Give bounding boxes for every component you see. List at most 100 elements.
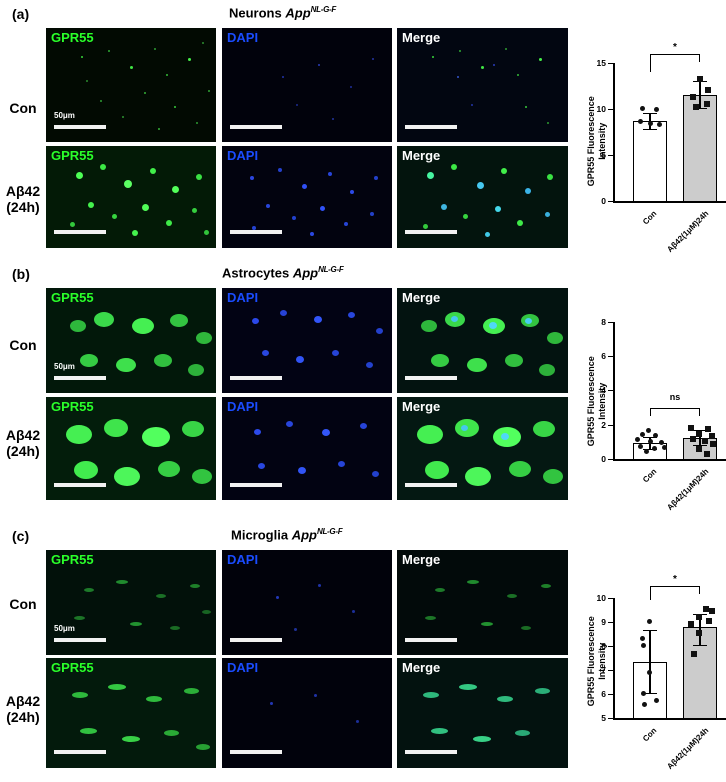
data-point bbox=[702, 438, 708, 444]
panel-a-bar-abeta[interactable] bbox=[683, 95, 717, 202]
panel-b-title-cell: Astrocytes bbox=[222, 265, 290, 281]
panel-b-ytick-8: 8 bbox=[601, 317, 606, 327]
data-point bbox=[697, 76, 703, 82]
data-point bbox=[640, 636, 645, 641]
panel-b-ytick-6: 6 bbox=[601, 351, 606, 361]
data-point bbox=[640, 106, 645, 111]
scale-bar bbox=[230, 483, 282, 487]
data-point bbox=[709, 608, 715, 614]
scale-bar bbox=[54, 483, 106, 487]
scale-bar bbox=[54, 376, 106, 380]
data-point bbox=[642, 702, 647, 707]
panel-c-ytick-6: 6 bbox=[601, 689, 606, 699]
data-point bbox=[638, 119, 643, 124]
panel-c-img-con-gpr55: GPR55 50μm bbox=[46, 550, 216, 655]
data-point bbox=[640, 432, 645, 437]
data-point bbox=[647, 670, 652, 675]
data-point bbox=[706, 618, 712, 624]
panel-c-significance-bracket bbox=[578, 572, 726, 612]
panel-c-img-con-dapi: DAPI bbox=[222, 550, 392, 655]
panel-c-title-sup: NL-G-F bbox=[316, 527, 343, 536]
panel-a: (a) Neurons AppNL-G-F Con Aβ42 (24h) GPR5… bbox=[0, 0, 726, 262]
channel-label-gpr55: GPR55 bbox=[51, 148, 94, 163]
data-point bbox=[696, 614, 702, 620]
data-point bbox=[641, 643, 646, 648]
panel-b-chart: GPR55 Fluorescence Intensity 8 6 4 2 0 bbox=[578, 300, 726, 512]
panel-a-letter: (a) bbox=[12, 6, 30, 22]
panel-a-x-axis bbox=[613, 201, 726, 203]
data-point bbox=[704, 451, 710, 457]
data-point bbox=[705, 87, 711, 93]
data-point bbox=[648, 121, 653, 126]
data-point bbox=[635, 437, 640, 442]
data-point bbox=[648, 439, 653, 444]
panel-a-bar-con[interactable] bbox=[633, 121, 667, 202]
panel-a-ytick-0: 0 bbox=[601, 196, 606, 206]
panel-b: (b) Astrocytes AppNL-G-F Con Aβ42 (24h) G… bbox=[0, 262, 726, 512]
panel-b-img-abeta-merge: Merge bbox=[397, 397, 568, 500]
scale-bar bbox=[405, 638, 457, 642]
channel-label-dapi: DAPI bbox=[227, 290, 259, 305]
panel-a-title: Neurons AppNL-G-F bbox=[229, 5, 336, 20]
channel-label-gpr55: GPR55 bbox=[51, 30, 94, 45]
data-point bbox=[688, 425, 694, 431]
data-point bbox=[696, 431, 702, 437]
channel-label-merge: Merge bbox=[402, 660, 441, 675]
data-point bbox=[703, 606, 709, 612]
panel-b-row-label-abeta: Aβ42 (24h) bbox=[5, 427, 41, 460]
panel-a-y-axis bbox=[613, 63, 615, 202]
data-point bbox=[646, 428, 651, 433]
panel-a-title-gene: App bbox=[285, 5, 311, 21]
panel-a-xtick-con: Con bbox=[640, 209, 659, 227]
scale-bar bbox=[230, 230, 282, 234]
panel-b-img-abeta-gpr55: GPR55 bbox=[46, 397, 216, 500]
panel-c-img-abeta-gpr55: GPR55 bbox=[46, 658, 216, 768]
panel-a-row-label-con: Con bbox=[9, 100, 37, 116]
panel-b-ytick-0: 0 bbox=[601, 454, 606, 464]
panel-a-xtick-abeta: Aβ42(1μM)24h bbox=[665, 209, 711, 255]
scale-bar bbox=[54, 230, 106, 234]
data-point bbox=[654, 107, 659, 112]
channel-label-gpr55: GPR55 bbox=[51, 552, 94, 567]
panel-c-xtick-abeta: Aβ42(1μM)24h bbox=[665, 726, 711, 772]
panel-b-letter: (b) bbox=[12, 266, 30, 282]
scale-bar bbox=[405, 376, 457, 380]
panel-c-title-gene: App bbox=[291, 527, 317, 543]
panel-b-significance-bracket bbox=[578, 300, 726, 430]
data-point bbox=[709, 433, 715, 439]
panel-a-significance-bracket bbox=[578, 40, 726, 100]
data-point bbox=[696, 446, 702, 452]
data-point bbox=[704, 101, 710, 107]
panel-c-significance-label: * bbox=[673, 574, 677, 585]
data-point bbox=[654, 698, 659, 703]
panel-b-row-label-con: Con bbox=[9, 337, 37, 353]
panel-a-chart: GPR55 Fluorescence Intensity 15 10 5 0 bbox=[578, 40, 726, 255]
channel-label-dapi: DAPI bbox=[227, 30, 259, 45]
panel-a-img-abeta-gpr55: GPR55 bbox=[46, 146, 216, 248]
panel-c-img-abeta-merge: Merge bbox=[397, 658, 568, 768]
panel-b-img-con-merge: Merge bbox=[397, 288, 568, 393]
panel-a-significance-label: * bbox=[673, 42, 677, 53]
channel-label-merge: Merge bbox=[402, 399, 441, 414]
panel-b-xtick-con: Con bbox=[640, 467, 659, 485]
panel-b-x-axis bbox=[613, 459, 726, 461]
panel-c-ytick-9: 9 bbox=[601, 617, 606, 627]
scale-bar bbox=[54, 125, 106, 129]
panel-c: (c) Microglia AppNL-G-F Con Aβ42 (24h) GP… bbox=[0, 510, 726, 774]
scale-bar bbox=[230, 125, 282, 129]
scale-bar bbox=[405, 750, 457, 754]
data-point bbox=[693, 104, 699, 110]
panel-a-img-abeta-merge: Merge bbox=[397, 146, 568, 248]
panel-b-title: Astrocytes AppNL-G-F bbox=[222, 265, 344, 281]
channel-label-gpr55: GPR55 bbox=[51, 399, 94, 414]
scale-bar bbox=[230, 376, 282, 380]
panel-c-chart: GPR55 Fluorescence Intensity 10 9 8 7 6 5 bbox=[578, 572, 726, 782]
panel-a-ytick-15: 15 bbox=[596, 58, 606, 68]
panel-c-y-axis bbox=[613, 598, 615, 719]
panel-a-img-con-gpr55: GPR55 50μm bbox=[46, 28, 216, 142]
scale-bar-text: 50μm bbox=[54, 362, 75, 371]
data-point bbox=[696, 630, 702, 636]
data-point bbox=[691, 651, 697, 657]
data-point bbox=[647, 619, 652, 624]
data-point bbox=[688, 621, 694, 627]
